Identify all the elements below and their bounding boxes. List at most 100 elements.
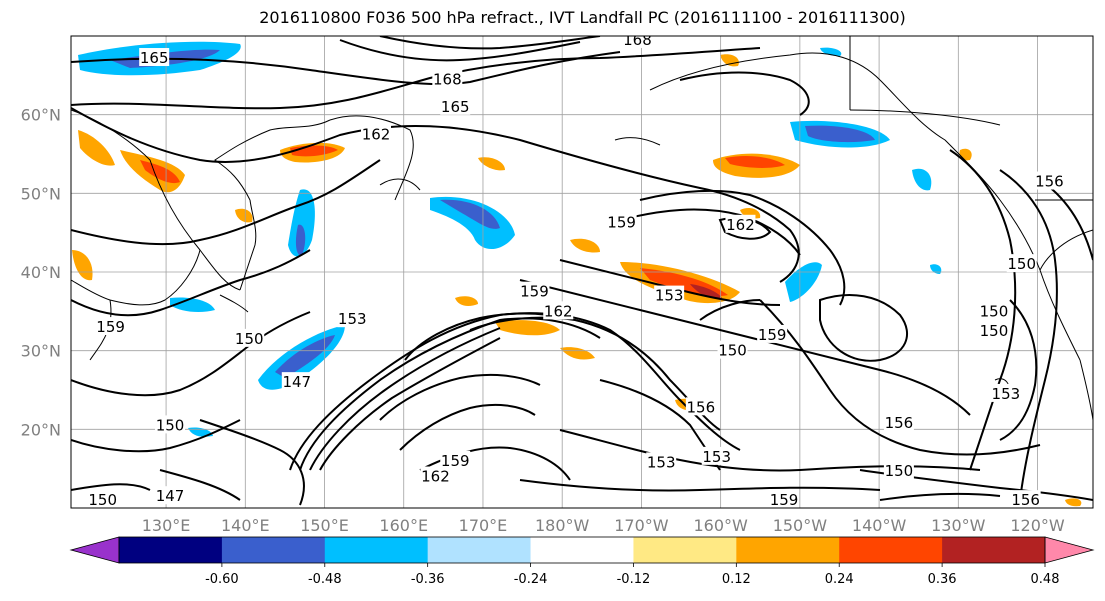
contour-label: 150 — [980, 302, 1009, 320]
contour-label: 165 — [441, 98, 470, 116]
neg-anomaly-patch — [912, 168, 932, 191]
contour-label: 162 — [726, 216, 755, 234]
colorbar-segment — [221, 537, 326, 563]
colorbar-segment — [736, 537, 840, 563]
contour-label: 153 — [655, 287, 684, 305]
contour-label: 159 — [607, 213, 636, 231]
contour-label: 156 — [1035, 173, 1064, 191]
colorbar-segment — [942, 537, 1046, 563]
neg-anomaly-patch — [275, 335, 335, 378]
pos-anomaly-patch — [720, 54, 739, 67]
colorbar-tick-label: 0.48 — [1031, 572, 1060, 587]
colorbar-tick-label: 0.12 — [722, 572, 751, 587]
coastlines — [71, 36, 1093, 421]
neg-anomaly-patch — [805, 125, 875, 143]
colorbar-tick-labels: -0.60 -0.48 -0.36 -0.24 -0.12 0.12 0.24 0.36 0.4… — [205, 563, 1060, 587]
latitude-labels: 20°N 30°N 40°N 50°N 60°N — [21, 106, 61, 440]
contour-label: 150 — [980, 322, 1009, 340]
colorbar-tick-label: -0.48 — [308, 572, 342, 587]
longitude-tick-label: 150°W — [773, 516, 828, 535]
contour-label-halo — [1006, 254, 1037, 273]
contour-label-halo — [769, 490, 800, 508]
neg-anomaly-patch — [785, 262, 822, 302]
longitude-tick-label: 160°W — [693, 516, 748, 535]
latitude-tick-label: 40°N — [21, 263, 61, 282]
contour-label: 153 — [338, 310, 367, 328]
map-gridlines — [71, 36, 1093, 508]
pos-anomaly-patch — [455, 296, 478, 306]
longitude-tick-label: 130°W — [931, 516, 986, 535]
colorbar-tick-label: 0.24 — [825, 572, 854, 587]
contour-label: 150 — [1007, 255, 1036, 273]
contour-label-halo — [87, 490, 118, 508]
pos-anomaly-patch — [478, 157, 505, 171]
colorbar-segment — [324, 537, 429, 563]
neg-anomaly-patch — [430, 196, 515, 250]
colorbar-tick-label: -0.12 — [617, 572, 651, 587]
contour-label-halo — [606, 212, 637, 231]
contour-label-halo — [519, 281, 550, 300]
pos-anomaly-patch — [495, 320, 560, 336]
contour-label-halo — [432, 69, 463, 88]
contour-label-halo — [95, 317, 126, 336]
contour-label: 159 — [758, 326, 787, 344]
contour-label-halo — [883, 413, 914, 432]
contour-label: 162 — [362, 125, 391, 143]
contour-label: 150 — [885, 462, 914, 480]
longitude-tick-label: 170°E — [459, 516, 508, 535]
pos-anomaly-patch — [725, 155, 785, 168]
pos-anomaly-patch — [235, 208, 253, 223]
colorbar-segment — [530, 537, 634, 563]
latitude-tick-label: 50°N — [21, 184, 61, 203]
colorbar-tick-label: -0.24 — [514, 572, 548, 587]
colorbar-segment — [839, 537, 943, 563]
contour-label: 153 — [992, 385, 1021, 403]
contour-label-halo — [281, 372, 312, 391]
contour-label-halo — [725, 214, 756, 233]
neg-anomaly-patch — [288, 189, 315, 257]
longitude-labels: 130°E 140°E 150°E 160°E 170°E 180°W 170°W 160°W… — [142, 516, 1065, 535]
contour-label-halo — [990, 383, 1021, 402]
contour-label: 159 — [441, 452, 470, 470]
contour-label-halo — [440, 450, 471, 469]
figure-title: 2016110800 F036 500 hPa refract., IVT La… — [259, 8, 906, 27]
contour-label-halo — [701, 446, 732, 465]
contour-label-halo — [420, 466, 451, 485]
longitude-tick-label: 150°E — [300, 516, 349, 535]
refractivity-shading — [72, 41, 1082, 507]
contour-label: 165 — [140, 49, 169, 67]
colorbar-tick-label: -0.36 — [411, 572, 445, 587]
longitude-tick-label: 160°E — [379, 516, 428, 535]
colorbar-outline — [118, 536, 1046, 564]
contour-label: 147 — [282, 373, 311, 391]
colorbar-extend-min — [69, 536, 120, 564]
contour-label-halo — [646, 452, 677, 471]
pos-anomaly-patch — [78, 130, 115, 166]
longitude-tick-label: 140°E — [221, 516, 270, 535]
contour-label-halo — [543, 301, 574, 320]
colorbar-segment — [633, 537, 737, 563]
contour-label: 159 — [520, 283, 549, 301]
neg-anomaly-patch — [295, 224, 306, 256]
pos-anomaly-patch — [72, 250, 93, 281]
colorbar — [69, 536, 1095, 564]
contour-label: 162 — [544, 302, 573, 320]
contour-label-halo — [1010, 490, 1041, 508]
longitude-tick-label: 180°W — [535, 516, 590, 535]
pos-anomaly-patch — [560, 347, 595, 360]
contour-label-halo — [978, 321, 1009, 339]
contour-label: 150 — [156, 416, 185, 434]
contour-label: 159 — [96, 318, 125, 336]
contour-label-halo — [717, 340, 748, 359]
neg-anomaly-patch — [440, 199, 500, 229]
contour-label-halo — [139, 48, 170, 67]
contour-label-halo — [685, 397, 716, 416]
contour-label: 156 — [687, 398, 716, 416]
colorbar-segment — [119, 537, 223, 563]
contour-label: 162 — [421, 468, 450, 486]
colorbar-tick-label: -0.60 — [205, 572, 239, 587]
contour-label: 147 — [156, 487, 185, 505]
contour-label-halo — [757, 324, 788, 343]
pos-anomaly-patch — [140, 160, 180, 184]
longitude-tick-label: 140°W — [852, 516, 907, 535]
